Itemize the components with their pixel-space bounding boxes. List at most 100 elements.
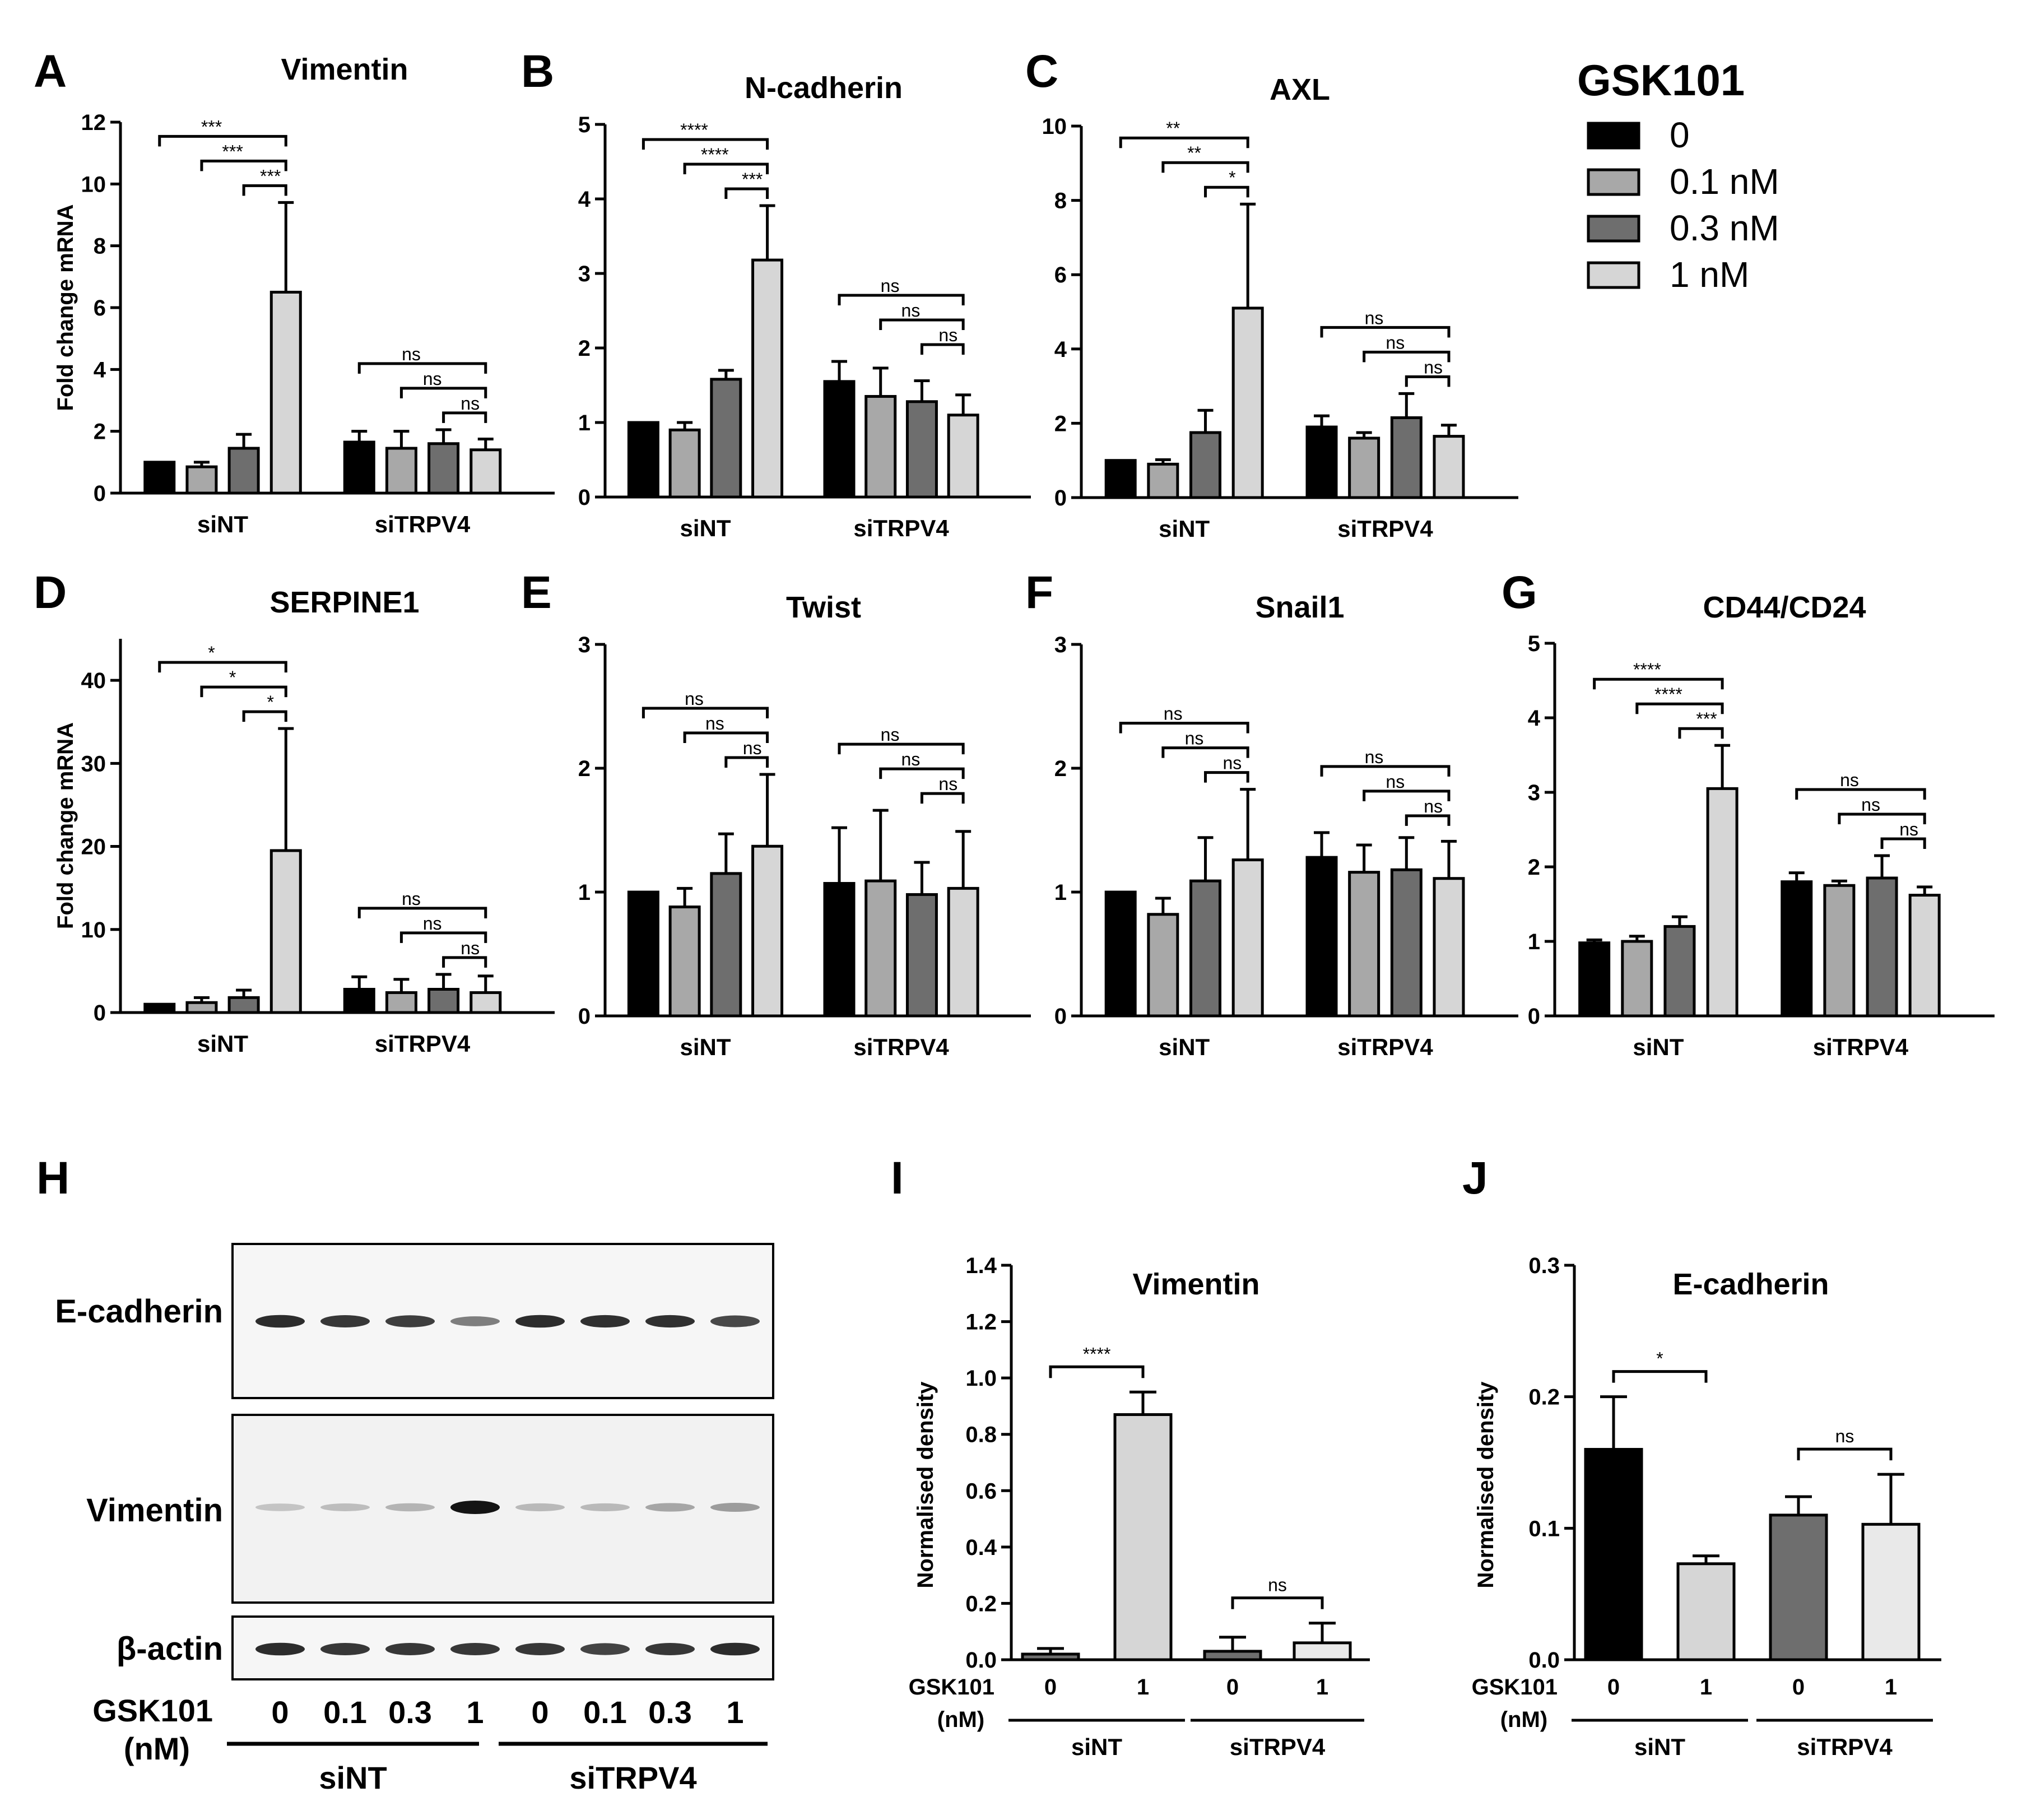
sig-bracket-d (242, 710, 287, 722)
panel-label-e: E (521, 567, 552, 618)
bar-b-siTRPV4-0.3nM (905, 400, 938, 499)
bar-g-siNT-1nM (1706, 787, 1739, 1018)
chart-title-j: E-cadherin (1672, 1268, 1829, 1301)
sig-bracket-b (838, 294, 965, 305)
blot-band-1-6 (645, 1503, 695, 1512)
y-tick-label-d-0: 0 (94, 1001, 106, 1025)
y-tick-label-e-1: 1 (578, 880, 591, 905)
sig-label-b: ns (881, 276, 900, 296)
sig-label-d: * (208, 643, 215, 663)
bar-e-siNT-0.3nM (710, 872, 742, 1018)
western-blot: E-cadherin Vimentin β-actin GSK101(nM) 0 0.1 0… (55, 1243, 774, 1795)
panel-label-d: D (34, 567, 67, 618)
sig-label-f: ns (1386, 772, 1405, 792)
bar-c-siTRPV4-1nM (1433, 435, 1465, 499)
dose-unit-label-i: (nM) (937, 1707, 984, 1732)
chart-title-a: Vimentin (281, 53, 408, 86)
chart-g: CD44/CD24012345siNT***********siTRPV4nsn… (1528, 591, 1995, 1060)
sig-bracket-d (399, 931, 487, 943)
y-tick-label-b-2: 2 (578, 336, 591, 361)
blot-band-1-5 (580, 1503, 630, 1512)
sig-bracket-c (1320, 326, 1451, 338)
bar-a-siNT-0.3nM (227, 447, 260, 495)
sig-label-j: * (1656, 1349, 1663, 1369)
y-tick-label-e-3: 3 (578, 633, 591, 657)
bar-c-siTRPV4-0.3nM (1390, 416, 1423, 499)
legend-label-2: 0.3 nM (1670, 208, 1779, 248)
legend: GSK101 0 0.1 nM 0.3 nM 1 nM (1577, 55, 1779, 295)
bar-g-siTRPV4-0.1nM (1823, 884, 1856, 1018)
sig-bracket-e (724, 756, 769, 768)
y-tick-label-f-0: 0 (1054, 1004, 1067, 1029)
blot-band-0-1 (320, 1315, 370, 1327)
y-tick-label-b-5: 5 (578, 113, 591, 137)
bar-f-siTRPV4-1nM (1433, 877, 1465, 1018)
bar-f-siNT-0.1nM (1147, 913, 1179, 1018)
sig-label-e: ns (938, 774, 957, 794)
sig-label-e: ns (901, 749, 921, 769)
bar-j-2 (1769, 1513, 1828, 1661)
blot-band-0-0 (255, 1315, 305, 1328)
sig-label-a: *** (222, 141, 243, 161)
y-tick-label-c-5: 10 (1042, 114, 1067, 139)
bar-c-siNT-0.1nM (1147, 462, 1179, 499)
blot-dose-6: 0.3 (648, 1694, 692, 1730)
sig-label-d: ns (402, 889, 421, 909)
dose-axis-label-j: GSK101 (1472, 1675, 1558, 1700)
bar-d-siNT-0.3nM (227, 996, 260, 1014)
blot-row-label-1: Vimentin (86, 1492, 223, 1529)
sig-bracket-d (158, 661, 287, 673)
blot-band-2-6 (645, 1643, 695, 1655)
y-tick-label-i-2: 0.4 (965, 1535, 997, 1560)
blot-band-0-3 (450, 1316, 500, 1326)
y-tick-label-i-4: 0.8 (965, 1423, 997, 1447)
sig-bracket-g (1880, 837, 1926, 849)
bar-b-siNT-0.1nM (668, 428, 701, 499)
blot-dose-unit: (nM) (124, 1731, 190, 1766)
bar-d-siTRPV4-0.3nM (427, 987, 460, 1014)
bar-i-0 (1021, 1652, 1080, 1661)
sig-bracket-b (724, 187, 769, 199)
sig-bracket-e (642, 707, 769, 719)
sig-bracket-i (1231, 1596, 1324, 1609)
group-label-c: siNT (1159, 516, 1210, 542)
sig-label-f: ns (1223, 753, 1242, 773)
y-tick-label-a-0: 0 (94, 481, 106, 506)
blot-band-2-4 (515, 1643, 565, 1655)
chart-title-d: SERPINE1 (269, 586, 419, 619)
group-label-e: siNT (680, 1034, 731, 1060)
dose-label-i-3: 1 (1316, 1675, 1328, 1700)
group-label-d: siTRPV4 (375, 1030, 471, 1057)
bar-f-siTRPV4-0 (1305, 856, 1338, 1018)
y-tick-label-g-3: 3 (1528, 781, 1540, 805)
blot-band-1-3 (450, 1501, 500, 1514)
bar-b-siTRPV4-0.1nM (864, 394, 897, 499)
y-tick-label-g-0: 0 (1528, 1004, 1540, 1029)
y-tick-label-c-3: 6 (1054, 263, 1067, 287)
y-tick-label-f-1: 1 (1054, 880, 1067, 905)
bar-e-siTRPV4-1nM (947, 886, 979, 1018)
bar-e-siTRPV4-0.3nM (905, 893, 938, 1018)
bar-b-siNT-0 (627, 421, 659, 499)
sig-label-a: ns (461, 393, 480, 414)
bar-a-siNT-1nM (269, 290, 302, 495)
chart-i: Vimentin 0.0 0.2 0.4 0.6 0.8 1.0 1.2 1.4 Normalis… (909, 1253, 1370, 1760)
sig-bracket-f (1161, 746, 1249, 758)
y-tick-label-j-3: 0.3 (1528, 1253, 1560, 1278)
sig-label-d: ns (423, 913, 442, 934)
panel-label-b: B (521, 46, 554, 97)
group-label-a: siTRPV4 (375, 511, 471, 537)
sig-bracket-g (1838, 812, 1926, 825)
dose-label-j-1: 1 (1700, 1675, 1712, 1700)
group-label-a: siNT (197, 511, 248, 537)
bar-i-1 (1113, 1413, 1173, 1661)
y-tick-label-i-0: 0.0 (965, 1648, 997, 1673)
bar-i-3 (1293, 1641, 1352, 1661)
blot-dose-0: 0 (271, 1694, 289, 1730)
bar-g-siNT-0 (1578, 941, 1611, 1018)
sig-label-e: ns (685, 689, 704, 709)
sig-label-c: ns (1386, 332, 1405, 352)
